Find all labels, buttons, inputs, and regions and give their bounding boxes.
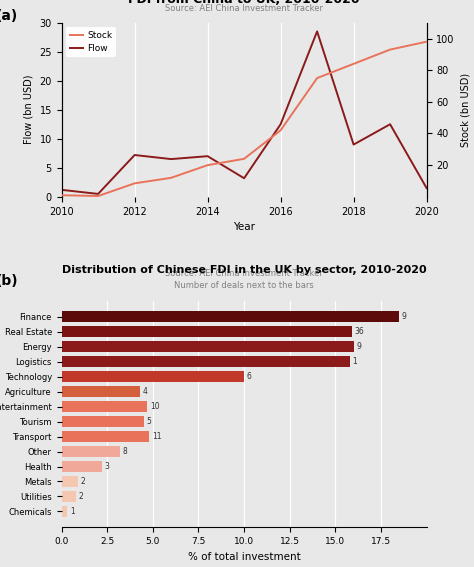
Text: 6: 6 [247,372,252,381]
Text: Source: AEI China Investment Tracker: Source: AEI China Investment Tracker [165,4,323,13]
X-axis label: Year: Year [233,222,255,232]
Bar [62,311,399,323]
Text: 1: 1 [70,507,74,516]
Text: 2: 2 [79,492,84,501]
Text: 11: 11 [152,432,162,441]
Text: 4: 4 [143,387,148,396]
Text: 9: 9 [402,312,407,321]
Bar [62,401,147,412]
Text: 8: 8 [123,447,128,456]
X-axis label: % of total investment: % of total investment [188,552,301,561]
Text: Source: AEI China investment Tracker: Source: AEI China investment Tracker [165,269,323,278]
Text: 10: 10 [150,402,160,411]
Legend: Stock, Flow: Stock, Flow [66,27,116,57]
Bar [62,506,67,517]
Bar [62,431,149,442]
Bar [62,341,354,352]
Title: FDI from China to UK, 2010-2020: FDI from China to UK, 2010-2020 [128,0,360,6]
Bar [62,326,352,337]
Y-axis label: Flow (bn USD): Flow (bn USD) [24,75,34,145]
Text: 36: 36 [355,327,364,336]
Y-axis label: Stock (bn USD): Stock (bn USD) [460,73,470,147]
Bar [62,386,140,397]
Text: 1: 1 [353,357,357,366]
Bar [62,476,78,487]
Text: Number of deals next to the bars: Number of deals next to the bars [174,281,314,290]
Bar [62,416,144,427]
Bar [62,461,102,472]
Text: 5: 5 [146,417,151,426]
Title: Distribution of Chinese FDI in the UK by sector, 2010-2020: Distribution of Chinese FDI in the UK by… [62,265,427,275]
Bar [62,356,350,367]
Bar [62,446,120,457]
Text: 2: 2 [81,477,85,486]
Text: 3: 3 [104,462,109,471]
Text: 9: 9 [356,342,361,352]
Bar [62,371,244,382]
Text: (b): (b) [0,274,18,288]
Bar [62,491,76,502]
Text: (a): (a) [0,9,18,23]
